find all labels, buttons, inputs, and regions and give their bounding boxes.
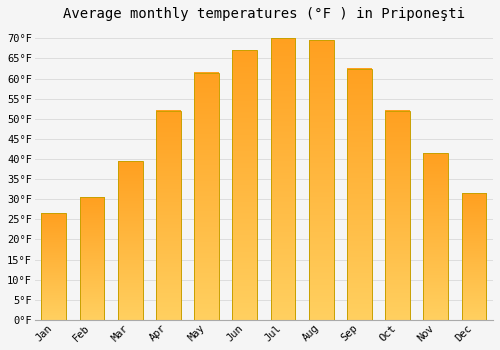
Bar xyxy=(385,111,410,320)
Bar xyxy=(347,69,372,320)
Bar xyxy=(424,153,448,320)
Bar xyxy=(80,197,104,320)
Bar xyxy=(156,111,181,320)
Bar xyxy=(309,40,334,320)
Bar xyxy=(270,38,295,320)
Bar xyxy=(194,72,219,320)
Bar xyxy=(462,193,486,320)
Bar xyxy=(232,50,257,320)
Bar xyxy=(42,214,66,320)
Title: Average monthly temperatures (°F ) in Priponeşti: Average monthly temperatures (°F ) in Pr… xyxy=(63,7,465,21)
Bar xyxy=(118,161,142,320)
